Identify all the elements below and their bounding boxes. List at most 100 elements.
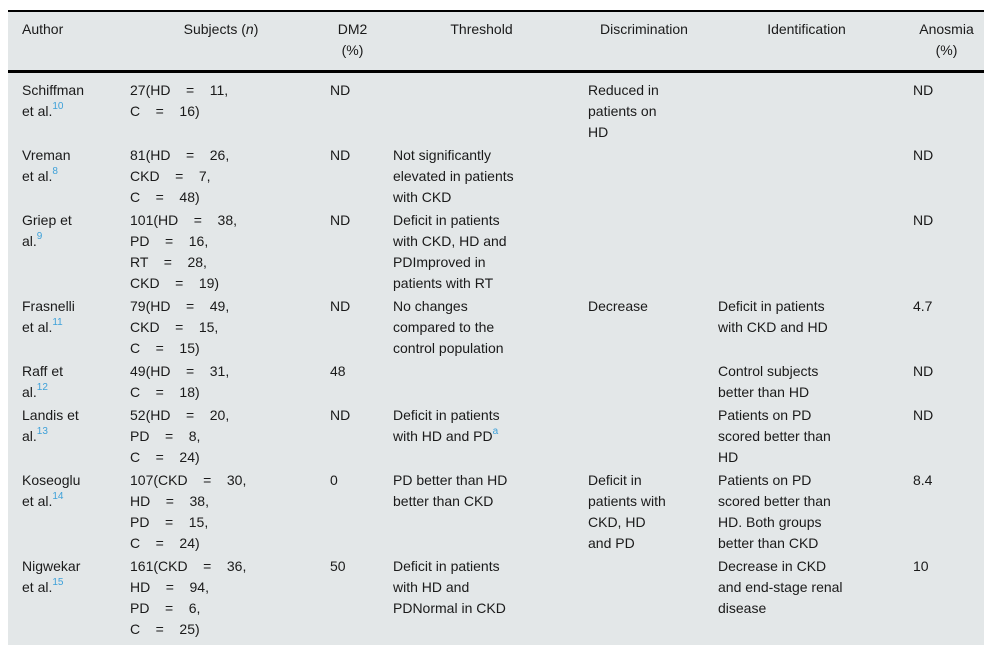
cell-dm2: ND	[316, 144, 379, 209]
table-row: Griep et al.9 101(HD = 38, PD = 16, RT =…	[8, 209, 984, 295]
citation-ref[interactable]: 8	[52, 166, 58, 178]
cell-dm2: ND	[316, 72, 379, 145]
cell-identification	[704, 144, 899, 209]
cell-discrimination: Reduced in patients on HD	[574, 72, 704, 145]
footnote-ref[interactable]: a	[492, 426, 499, 438]
subjects-label-suffix: )	[253, 21, 259, 37]
table-row: Nigwekar et al.15 161(CKD = 36, HD = 94,…	[8, 555, 984, 645]
cell-anosmia: 4.7	[899, 295, 984, 360]
cell-dm2: ND	[316, 209, 379, 295]
cell-subjects: 101(HD = 38, PD = 16, RT = 28, CKD = 19)	[116, 209, 316, 295]
cell-threshold	[379, 360, 574, 404]
col-header-discrimination: Discrimination	[574, 12, 704, 73]
anosmia-value: ND	[913, 363, 934, 379]
subjects-label: Subjects (	[183, 21, 246, 37]
subjects-value: 52(HD = 20, PD = 8, C = 24)	[130, 407, 230, 465]
dm2-value: ND	[330, 407, 351, 423]
citation-ref[interactable]: 10	[52, 101, 64, 113]
dm2-value: ND	[330, 212, 351, 228]
cell-discrimination	[574, 144, 704, 209]
cell-subjects: 161(CKD = 36, HD = 94, PD = 6, C = 25)	[116, 555, 316, 645]
author-name: Frasnelli et al.	[22, 298, 75, 335]
cell-dm2: 50	[316, 555, 379, 645]
header-row: Author Subjects (n) DM2 (%) Threshold Di…	[8, 12, 984, 73]
author-name: Nigwekar et al.	[22, 558, 81, 595]
subjects-n-italic: n	[245, 21, 254, 37]
cell-discrimination	[574, 404, 704, 469]
citation-ref[interactable]: 9	[36, 231, 43, 243]
author-name: Vreman et al.	[22, 147, 71, 184]
citation-ref[interactable]: 11	[52, 317, 63, 329]
cell-anosmia: ND	[899, 209, 984, 295]
subjects-value: 79(HD = 49, CKD = 15, C = 15)	[130, 298, 230, 356]
cell-threshold: Deficit in patients with CKD, HD and PDI…	[379, 209, 574, 295]
cell-author: Griep et al.9	[8, 209, 116, 295]
cell-subjects: 81(HD = 26, CKD = 7, C = 48)	[116, 144, 316, 209]
col-header-subjects: Subjects (n)	[116, 12, 316, 73]
citation-ref[interactable]: 14	[52, 491, 64, 503]
table-row: Landis et al.13 52(HD = 20, PD = 8, C = …	[8, 404, 984, 469]
subjects-value: 107(CKD = 30, HD = 38, PD = 15, C = 24)	[130, 472, 247, 551]
citation-ref[interactable]: 15	[52, 577, 64, 589]
cell-dm2: ND	[316, 295, 379, 360]
col-header-anosmia: Anosmia (%)	[899, 12, 984, 73]
cell-dm2: ND	[316, 404, 379, 469]
threshold-value: Deficit in patients with HD and PD	[393, 407, 500, 444]
table-row: Frasnelli et al.11 79(HD = 49, CKD = 15,…	[8, 295, 984, 360]
dm2-value: ND	[330, 147, 351, 163]
cell-threshold: Deficit in patients with HD and PDa	[379, 404, 574, 469]
cell-discrimination	[574, 209, 704, 295]
subjects-value: 101(HD = 38, PD = 16, RT = 28, CKD = 19)	[130, 212, 237, 291]
table-row: Koseoglu et al.14 107(CKD = 30, HD = 38,…	[8, 469, 984, 555]
discrimination-value: Decrease	[588, 298, 648, 314]
cell-anosmia: ND	[899, 72, 984, 145]
cell-anosmia: ND	[899, 404, 984, 469]
cell-threshold: Not significantly elevated in patients w…	[379, 144, 574, 209]
identification-value: Decrease in CKD and end-stage renal dise…	[718, 558, 843, 616]
identification-value: Patients on PD scored better than HD. Bo…	[718, 472, 831, 551]
dm2-value: 0	[330, 472, 338, 488]
table-row: Vreman et al.8 81(HD = 26, CKD = 7, C = …	[8, 144, 984, 209]
cell-discrimination	[574, 555, 704, 645]
studies-table: Author Subjects (n) DM2 (%) Threshold Di…	[8, 12, 984, 645]
anosmia-value: ND	[913, 82, 934, 98]
cell-threshold	[379, 72, 574, 145]
cell-author: Landis et al.13	[8, 404, 116, 469]
citation-ref[interactable]: 13	[36, 426, 48, 438]
study-table-panel: Author Subjects (n) DM2 (%) Threshold Di…	[8, 10, 984, 645]
discrimination-value: Reduced in patients on HD	[588, 82, 659, 140]
cell-subjects: 52(HD = 20, PD = 8, C = 24)	[116, 404, 316, 469]
cell-author: Nigwekar et al.15	[8, 555, 116, 645]
cell-anosmia: 10	[899, 555, 984, 645]
author-name: Koseoglu et al.	[22, 472, 81, 509]
author-name: Landis et al.	[22, 407, 79, 444]
subjects-value: 81(HD = 26, CKD = 7, C = 48)	[130, 147, 230, 205]
cell-author: Raff et al.12	[8, 360, 116, 404]
cell-identification: Patients on PD scored better than HD. Bo…	[704, 469, 899, 555]
cell-subjects: 79(HD = 49, CKD = 15, C = 15)	[116, 295, 316, 360]
table-row: Raff et al.12 49(HD = 31, C = 18) 48 Con…	[8, 360, 984, 404]
citation-ref[interactable]: 12	[36, 382, 48, 394]
identification-value: Control subjects better than HD	[718, 363, 819, 400]
threshold-value: Not significantly elevated in patients w…	[393, 147, 514, 205]
anosmia-value: ND	[913, 147, 934, 163]
subjects-value: 27(HD = 11, C = 16)	[130, 82, 229, 119]
cell-identification: Decrease in CKD and end-stage renal dise…	[704, 555, 899, 645]
col-header-threshold: Threshold	[379, 12, 574, 73]
discrimination-value: Deficit in patients with CKD, HD and PD	[588, 472, 666, 551]
cell-author: Koseoglu et al.14	[8, 469, 116, 555]
anosmia-value: ND	[913, 407, 934, 423]
identification-value: Patients on PD scored better than HD	[718, 407, 831, 465]
subjects-value: 161(CKD = 36, HD = 94, PD = 6, C = 25)	[130, 558, 247, 637]
dm2-value: ND	[330, 82, 351, 98]
col-header-author: Author	[8, 12, 116, 73]
cell-dm2: 48	[316, 360, 379, 404]
cell-dm2: 0	[316, 469, 379, 555]
cell-threshold: No changes compared to the control popul…	[379, 295, 574, 360]
cell-threshold: Deficit in patients with HD and PDNormal…	[379, 555, 574, 645]
cell-identification: Patients on PD scored better than HD	[704, 404, 899, 469]
col-header-dm2: DM2 (%)	[316, 12, 379, 73]
cell-discrimination: Deficit in patients with CKD, HD and PD	[574, 469, 704, 555]
anosmia-value: 4.7	[913, 298, 933, 314]
dm2-value: ND	[330, 298, 351, 314]
